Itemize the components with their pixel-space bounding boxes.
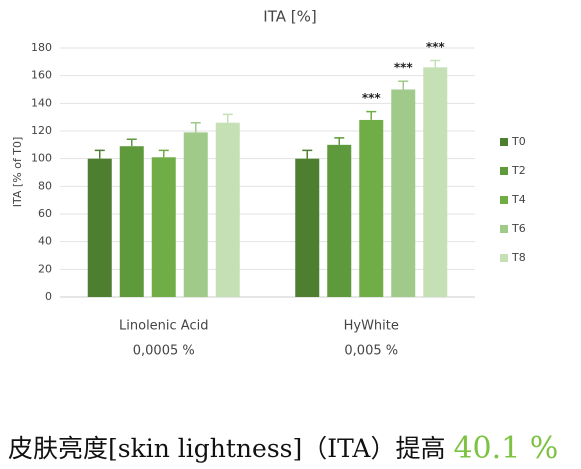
legend-swatch	[500, 196, 508, 204]
y-tick-label: 120	[31, 124, 52, 137]
significance-label: ***	[394, 61, 414, 75]
y-tick-label: 100	[31, 152, 52, 165]
caption-text: 皮肤亮度[skin lightness]（ITA）提高	[8, 434, 445, 463]
significance-label: ***	[426, 40, 446, 54]
error-bar	[366, 110, 377, 120]
significance-label: ***	[362, 91, 382, 105]
error-bar	[430, 59, 441, 68]
chart-title: ITA [%]	[263, 8, 316, 26]
y-tick-label: 140	[31, 96, 52, 109]
bar	[87, 158, 112, 297]
bar	[359, 119, 384, 297]
legend-swatch	[500, 167, 508, 175]
x-tick-label: HyWhite	[344, 319, 399, 334]
error-bar	[302, 149, 313, 159]
legend-label: T6	[511, 222, 526, 235]
y-tick-label: 160	[31, 69, 52, 82]
legend-swatch	[500, 254, 508, 262]
bar	[391, 89, 416, 297]
bar	[295, 158, 320, 297]
caption: 皮肤亮度[skin lightness]（ITA）提高 40.1 %	[8, 431, 558, 466]
y-axis-label: ITA [% of T0]	[11, 137, 24, 207]
legend-swatch	[500, 225, 508, 233]
bar	[183, 132, 208, 297]
y-tick-label: 180	[31, 41, 52, 54]
legend-swatch	[500, 138, 508, 146]
error-bar	[334, 137, 345, 145]
y-tick-label: 20	[38, 262, 52, 275]
x-tick-label: 0,005 %	[344, 344, 398, 359]
legend-label: T0	[511, 135, 526, 148]
error-bar	[398, 80, 409, 90]
x-tick-label: 0,0005 %	[133, 344, 195, 359]
y-tick-label: 80	[38, 179, 52, 192]
y-tick-label: 40	[38, 235, 52, 248]
bar	[327, 144, 352, 297]
bar	[423, 67, 448, 297]
legend-label: T4	[511, 193, 526, 206]
legend-label: T2	[511, 164, 526, 177]
error-bar	[222, 113, 233, 123]
bar	[215, 122, 240, 297]
error-bar	[94, 149, 105, 159]
y-tick-label: 0	[45, 290, 52, 303]
error-bar	[190, 121, 201, 133]
bar	[151, 157, 176, 297]
x-tick-label: Linolenic Acid	[119, 319, 208, 334]
error-bar	[126, 138, 137, 147]
y-tick-label: 60	[38, 207, 52, 220]
legend-label: T8	[511, 251, 526, 264]
bar	[119, 146, 144, 297]
caption-highlight: 40.1 %	[453, 431, 558, 466]
error-bar	[158, 149, 169, 158]
